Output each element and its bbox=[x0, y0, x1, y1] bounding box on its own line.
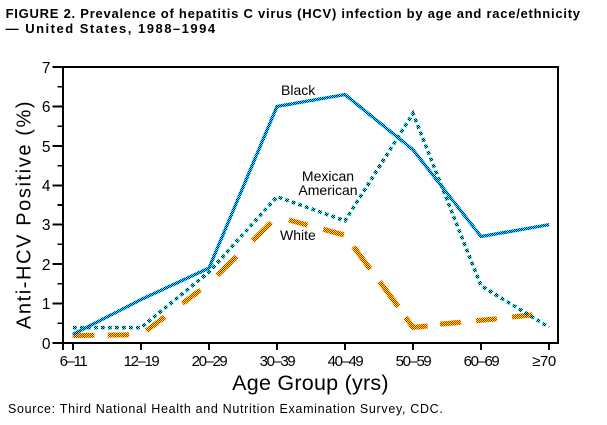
svg-text:Anti-HCV Positive (%): Anti-HCV Positive (%) bbox=[13, 100, 35, 329]
